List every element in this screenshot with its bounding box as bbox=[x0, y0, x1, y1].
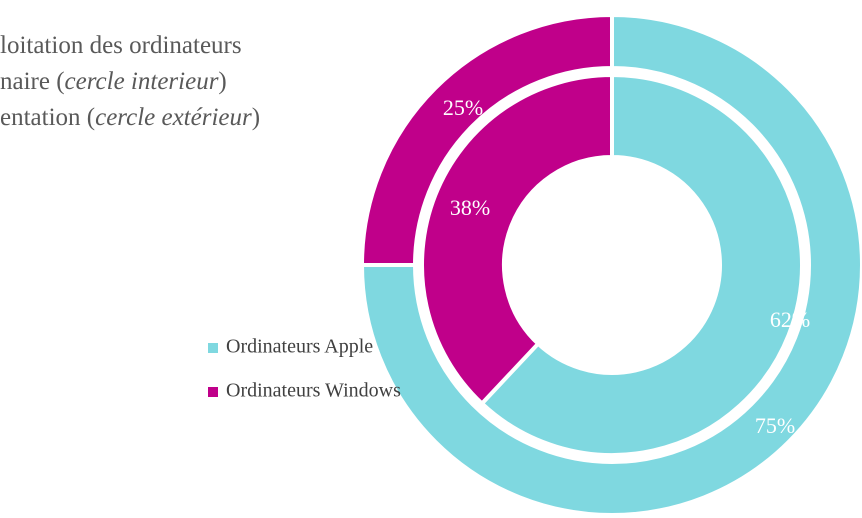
title-part: ) bbox=[218, 68, 226, 95]
title-line: loitation des ordinateurs bbox=[0, 32, 242, 59]
title-part: loitation des ordinateurs bbox=[0, 32, 242, 59]
donut-segment bbox=[479, 72, 804, 457]
value-label: 62% bbox=[770, 307, 810, 332]
legend-label: Ordinateurs Apple bbox=[226, 336, 373, 358]
title-part: naire ( bbox=[0, 68, 65, 95]
title-part: cercle interieur bbox=[65, 68, 219, 95]
title-line: naire (cercle interieur) bbox=[0, 68, 227, 95]
title-part: entation ( bbox=[0, 104, 95, 131]
donut-segment bbox=[420, 72, 614, 407]
legend-label: Ordinateurs Windows bbox=[226, 380, 401, 402]
title-line: entation (cercle extérieur) bbox=[0, 104, 260, 131]
legend-swatch bbox=[208, 343, 218, 353]
title-part: ) bbox=[252, 104, 260, 131]
value-label: 38% bbox=[450, 195, 490, 220]
legend-swatch bbox=[208, 387, 218, 397]
donut-segment bbox=[359, 12, 614, 267]
title-part: cercle extérieur bbox=[95, 104, 252, 131]
value-label: 25% bbox=[443, 95, 483, 120]
donut-segment bbox=[359, 12, 862, 517]
value-label: 75% bbox=[755, 413, 795, 438]
